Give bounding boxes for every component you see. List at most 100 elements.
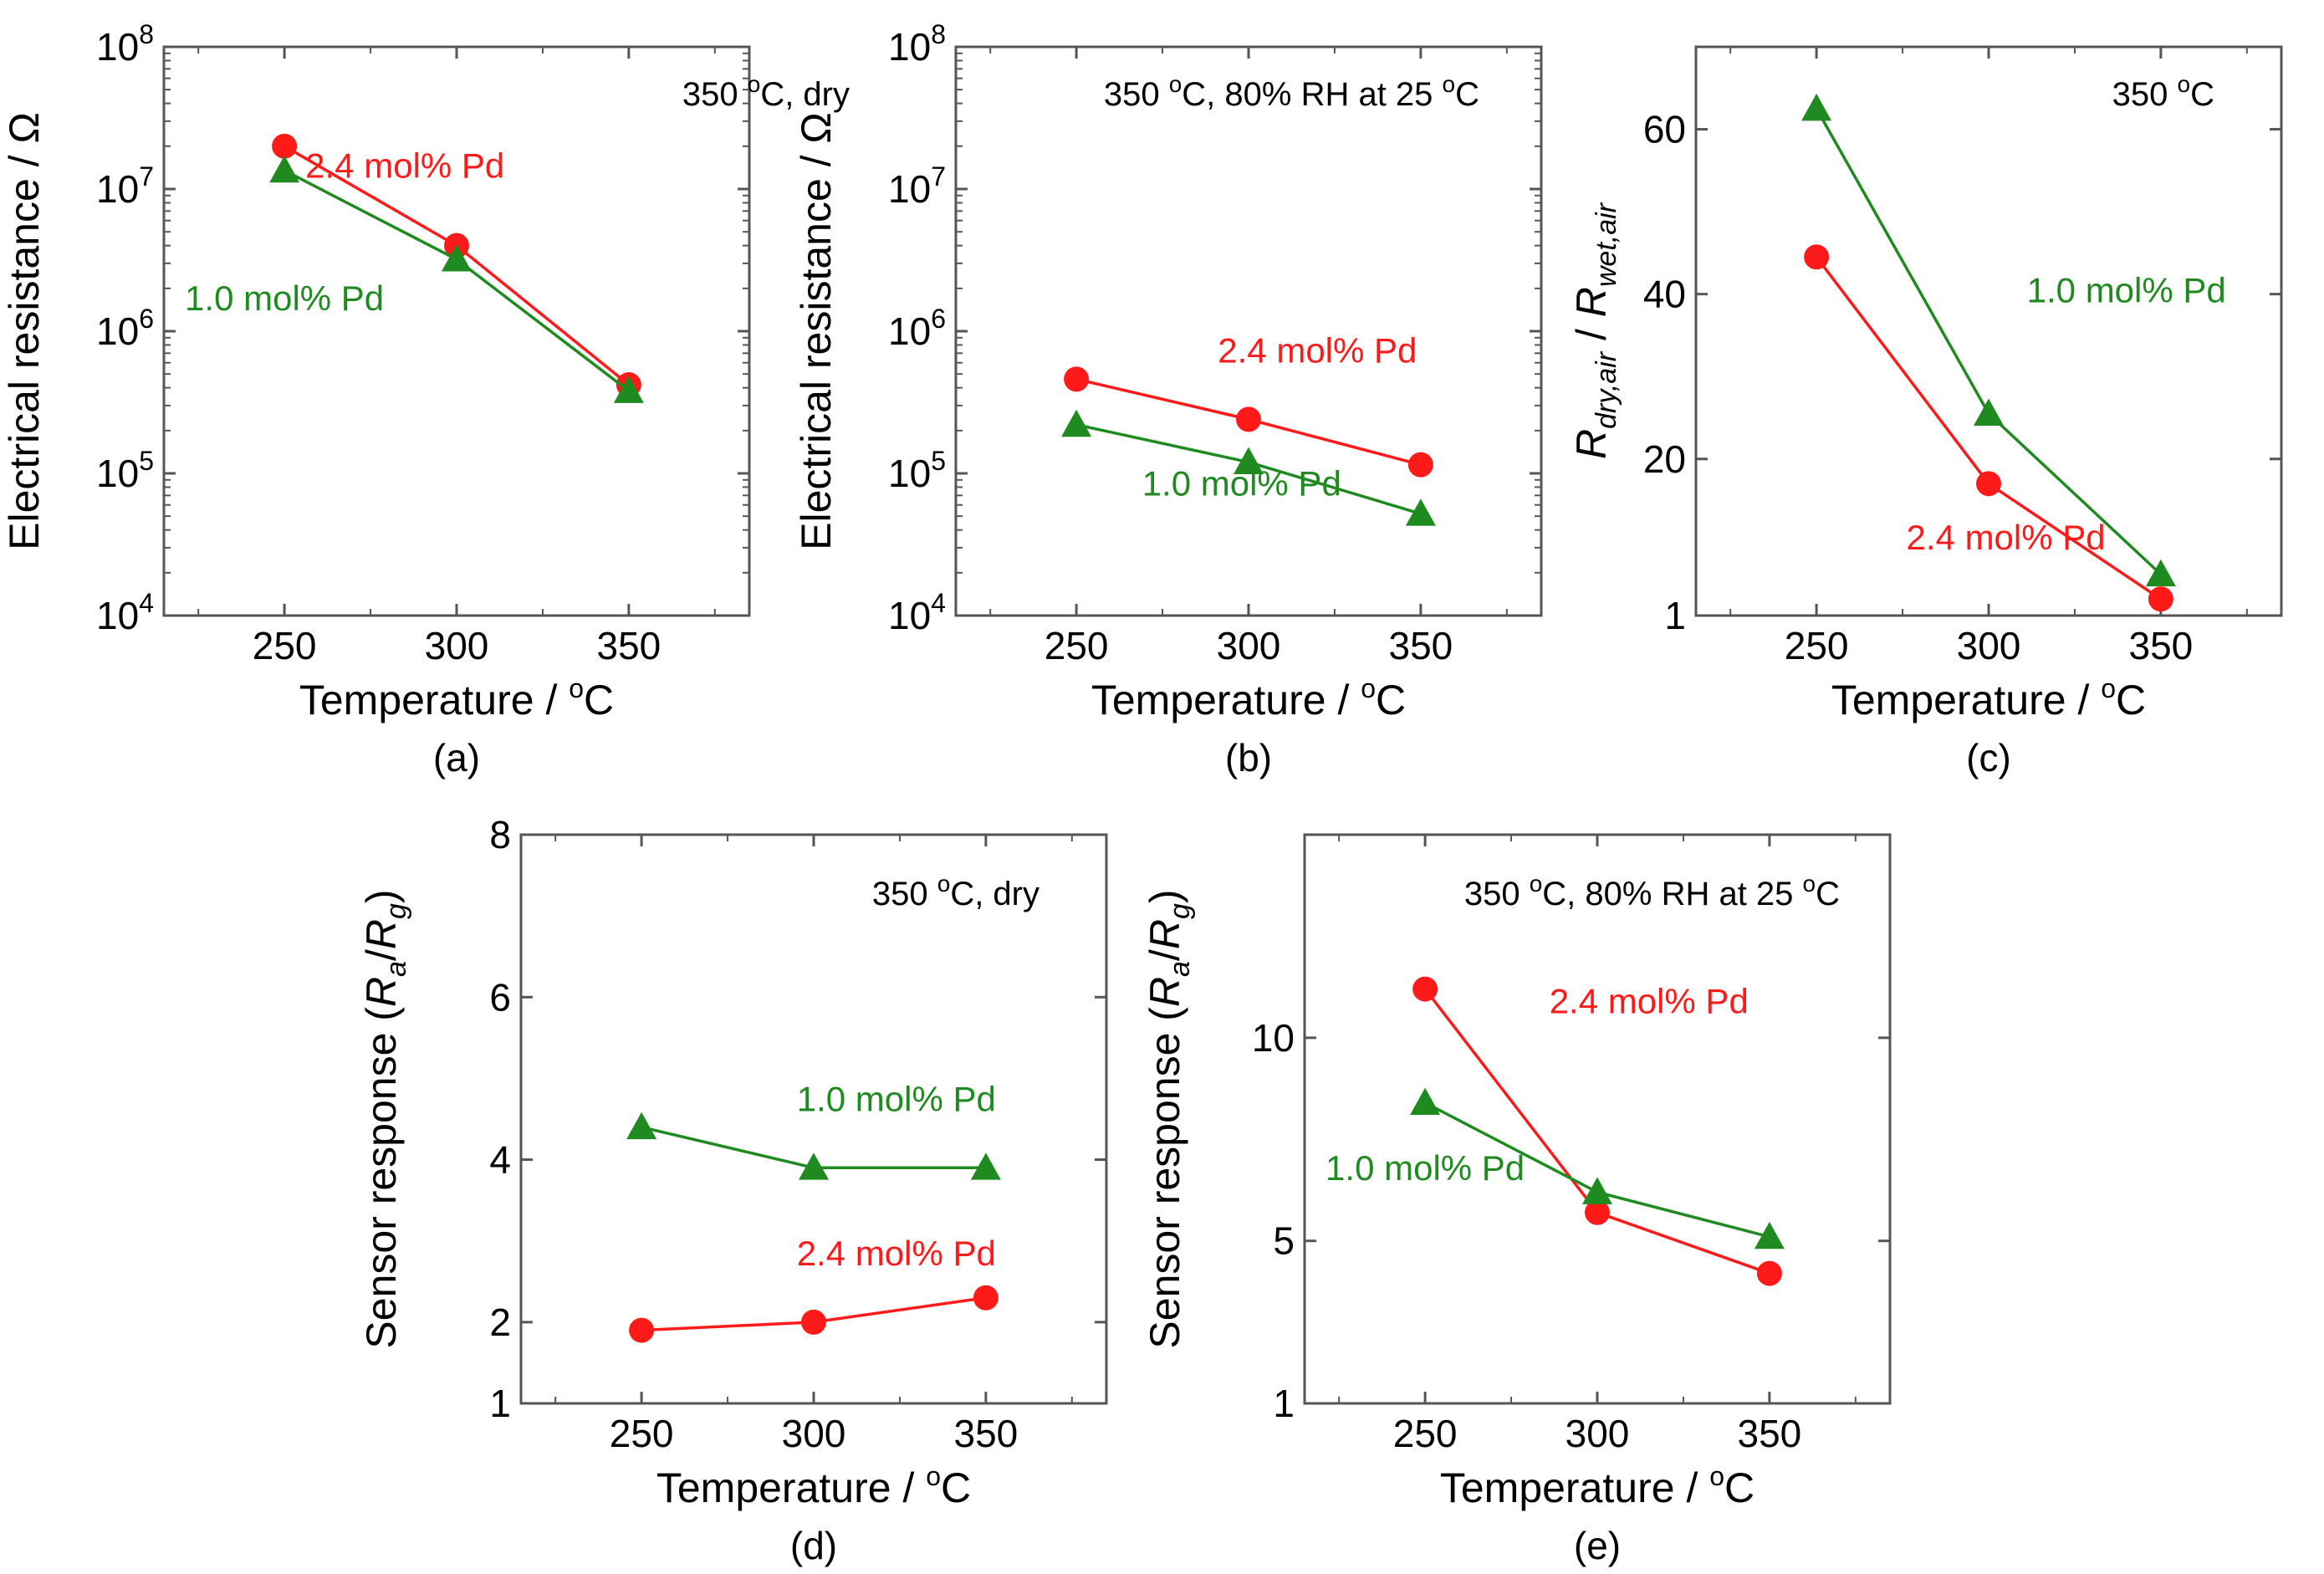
plot-frame	[162, 45, 751, 617]
series-label: 1.0 mol% Pd	[2027, 271, 2226, 310]
y-tick-label: 4	[489, 1138, 511, 1182]
data-point-triangle	[442, 244, 472, 272]
x-tick-label: 250	[610, 1412, 674, 1455]
x-tick-label: 250	[1045, 624, 1109, 667]
series-label: 2.4 mol% Pd	[1218, 331, 1417, 371]
x-tick-label: 350	[597, 624, 661, 667]
data-point-circle	[272, 133, 298, 159]
x-tick-label: 300	[425, 624, 489, 667]
panel-label: (b)	[1225, 736, 1272, 779]
y-tick-label: 106	[96, 304, 154, 353]
data-point-circle	[2148, 586, 2173, 612]
y-tick-label: 10	[1252, 1016, 1295, 1060]
x-tick-label: 250	[253, 624, 317, 667]
x-tick-label: 350	[1738, 1412, 1802, 1455]
data-point-triangle	[799, 1152, 829, 1180]
x-tick-label: 300	[782, 1412, 846, 1455]
y-tick-label: 106	[888, 304, 946, 353]
y-tick-label: 1	[1664, 594, 1686, 637]
condition-label: 350 oC, 80% RH at 25 oC	[1464, 871, 1840, 912]
y-tick-label: 107	[888, 161, 946, 211]
y-tick-label: 60	[1643, 108, 1686, 151]
data-point-circle	[1412, 976, 1438, 1002]
y-tick-label: 8	[489, 813, 511, 856]
panel-label: (c)	[1966, 736, 2011, 779]
data-point-triangle	[613, 376, 644, 403]
series-label: 1.0 mol% Pd	[1142, 463, 1341, 503]
data-point-triangle	[1410, 1087, 1441, 1115]
y-tick-label: 5	[1273, 1219, 1295, 1263]
data-point-circle	[1804, 244, 1830, 270]
x-axis-title: Temperature / oC	[299, 673, 614, 723]
y-axis-title: Sensor response (Ra/Rg)	[1142, 889, 1196, 1348]
panel-d: 250 300 350 1 2 4 6 8 Temperature / oC (d) Sensor …	[358, 813, 1108, 1567]
condition-label: 350 oC	[2112, 71, 2214, 113]
series-label: 1.0 mol% Pd	[1325, 1148, 1525, 1188]
y-axis-title: Sensor response (Ra/Rg)	[358, 889, 412, 1348]
data-point-triangle	[1582, 1177, 1612, 1204]
y-tick-label: 1	[489, 1382, 511, 1425]
panel-a: 250 300 350 104 105 106 107 108 Temperature / oC…	[1, 19, 850, 779]
x-tick-label: 350	[1389, 624, 1453, 667]
y-axis-title: Electrical resistance / Ω	[793, 112, 840, 550]
data-point-triangle	[626, 1112, 657, 1140]
y-tick-label: 40	[1643, 273, 1686, 316]
y-tick-label: 108	[888, 19, 946, 69]
series-label: 2.4 mol% Pd	[1550, 982, 1749, 1021]
x-tick-label: 350	[954, 1412, 1019, 1455]
data-point-circle	[1756, 1260, 1782, 1286]
plot-frame	[1303, 833, 1892, 1405]
y-tick-label: 105	[96, 446, 154, 495]
data-point-triangle	[1061, 409, 1092, 437]
y-tick-label: 20	[1643, 437, 1686, 481]
panel-e: 250 300 350 1 5 10 Temperature / oC (e) Sensor r…	[1142, 833, 1892, 1567]
data-point-circle	[1064, 366, 1090, 392]
condition-label: 350 oC, dry	[872, 871, 1039, 912]
data-point-circle	[801, 1309, 826, 1335]
y-tick-label: 6	[489, 975, 511, 1019]
y-tick-label: 2	[489, 1301, 511, 1344]
y-tick-label: 105	[888, 446, 946, 495]
y-axis-title: Rdry,air / Rwet,air	[1568, 202, 1622, 459]
x-axis-title: Temperature / oC	[656, 1461, 971, 1511]
data-point-circle	[973, 1285, 999, 1311]
series-label: 2.4 mol% Pd	[1907, 518, 2106, 557]
series-label: 1.0 mol% Pd	[185, 279, 384, 318]
y-axis-title: Electrical resistance / Ω	[1, 112, 48, 550]
data-point-triangle	[970, 1152, 1001, 1180]
series-label: 2.4 mol% Pd	[305, 146, 504, 186]
panel-b: 250 300 350 104 105 106 107 108 Temperature / oC…	[793, 19, 1543, 779]
x-tick-label: 350	[2129, 624, 2194, 667]
data-point-triangle	[1801, 93, 1832, 121]
data-point-circle	[1976, 471, 2001, 497]
data-point-triangle	[269, 155, 300, 183]
condition-label: 350 oC, dry	[682, 71, 850, 113]
x-tick-label: 250	[1785, 624, 1849, 667]
x-tick-label: 250	[1393, 1412, 1458, 1455]
panel-label: (a)	[433, 736, 480, 779]
y-tick-label: 104	[96, 588, 154, 637]
data-point-circle	[629, 1317, 655, 1343]
y-tick-label: 107	[96, 161, 154, 211]
x-tick-label: 300	[1957, 624, 2021, 667]
data-point-triangle	[1405, 498, 1436, 526]
data-point-triangle	[1234, 447, 1264, 474]
data-point-triangle	[1754, 1221, 1785, 1249]
y-tick-label: 104	[888, 588, 946, 637]
series-label: 1.0 mol% Pd	[797, 1079, 996, 1118]
data-point-triangle	[1974, 398, 2004, 426]
x-tick-label: 300	[1566, 1412, 1630, 1455]
data-point-circle	[1236, 406, 1261, 432]
x-axis-title: Temperature / oC	[1440, 1461, 1754, 1511]
condition-label: 350 oC, 80% RH at 25 oC	[1104, 71, 1479, 113]
data-point-circle	[1585, 1199, 1610, 1225]
x-axis-title: Temperature / oC	[1091, 673, 1406, 723]
panel-label: (e)	[1574, 1524, 1621, 1567]
panel-label: (d)	[790, 1524, 837, 1567]
x-axis-title: Temperature / oC	[1831, 673, 2146, 723]
data-point-triangle	[2145, 559, 2176, 587]
panel-c: 250 300 350 1 20 40 60 Temperature / oC (c) Rdry,…	[1568, 45, 2283, 779]
series-line-pd-1-0	[1815, 108, 2163, 576]
series-label: 2.4 mol% Pd	[797, 1234, 996, 1273]
